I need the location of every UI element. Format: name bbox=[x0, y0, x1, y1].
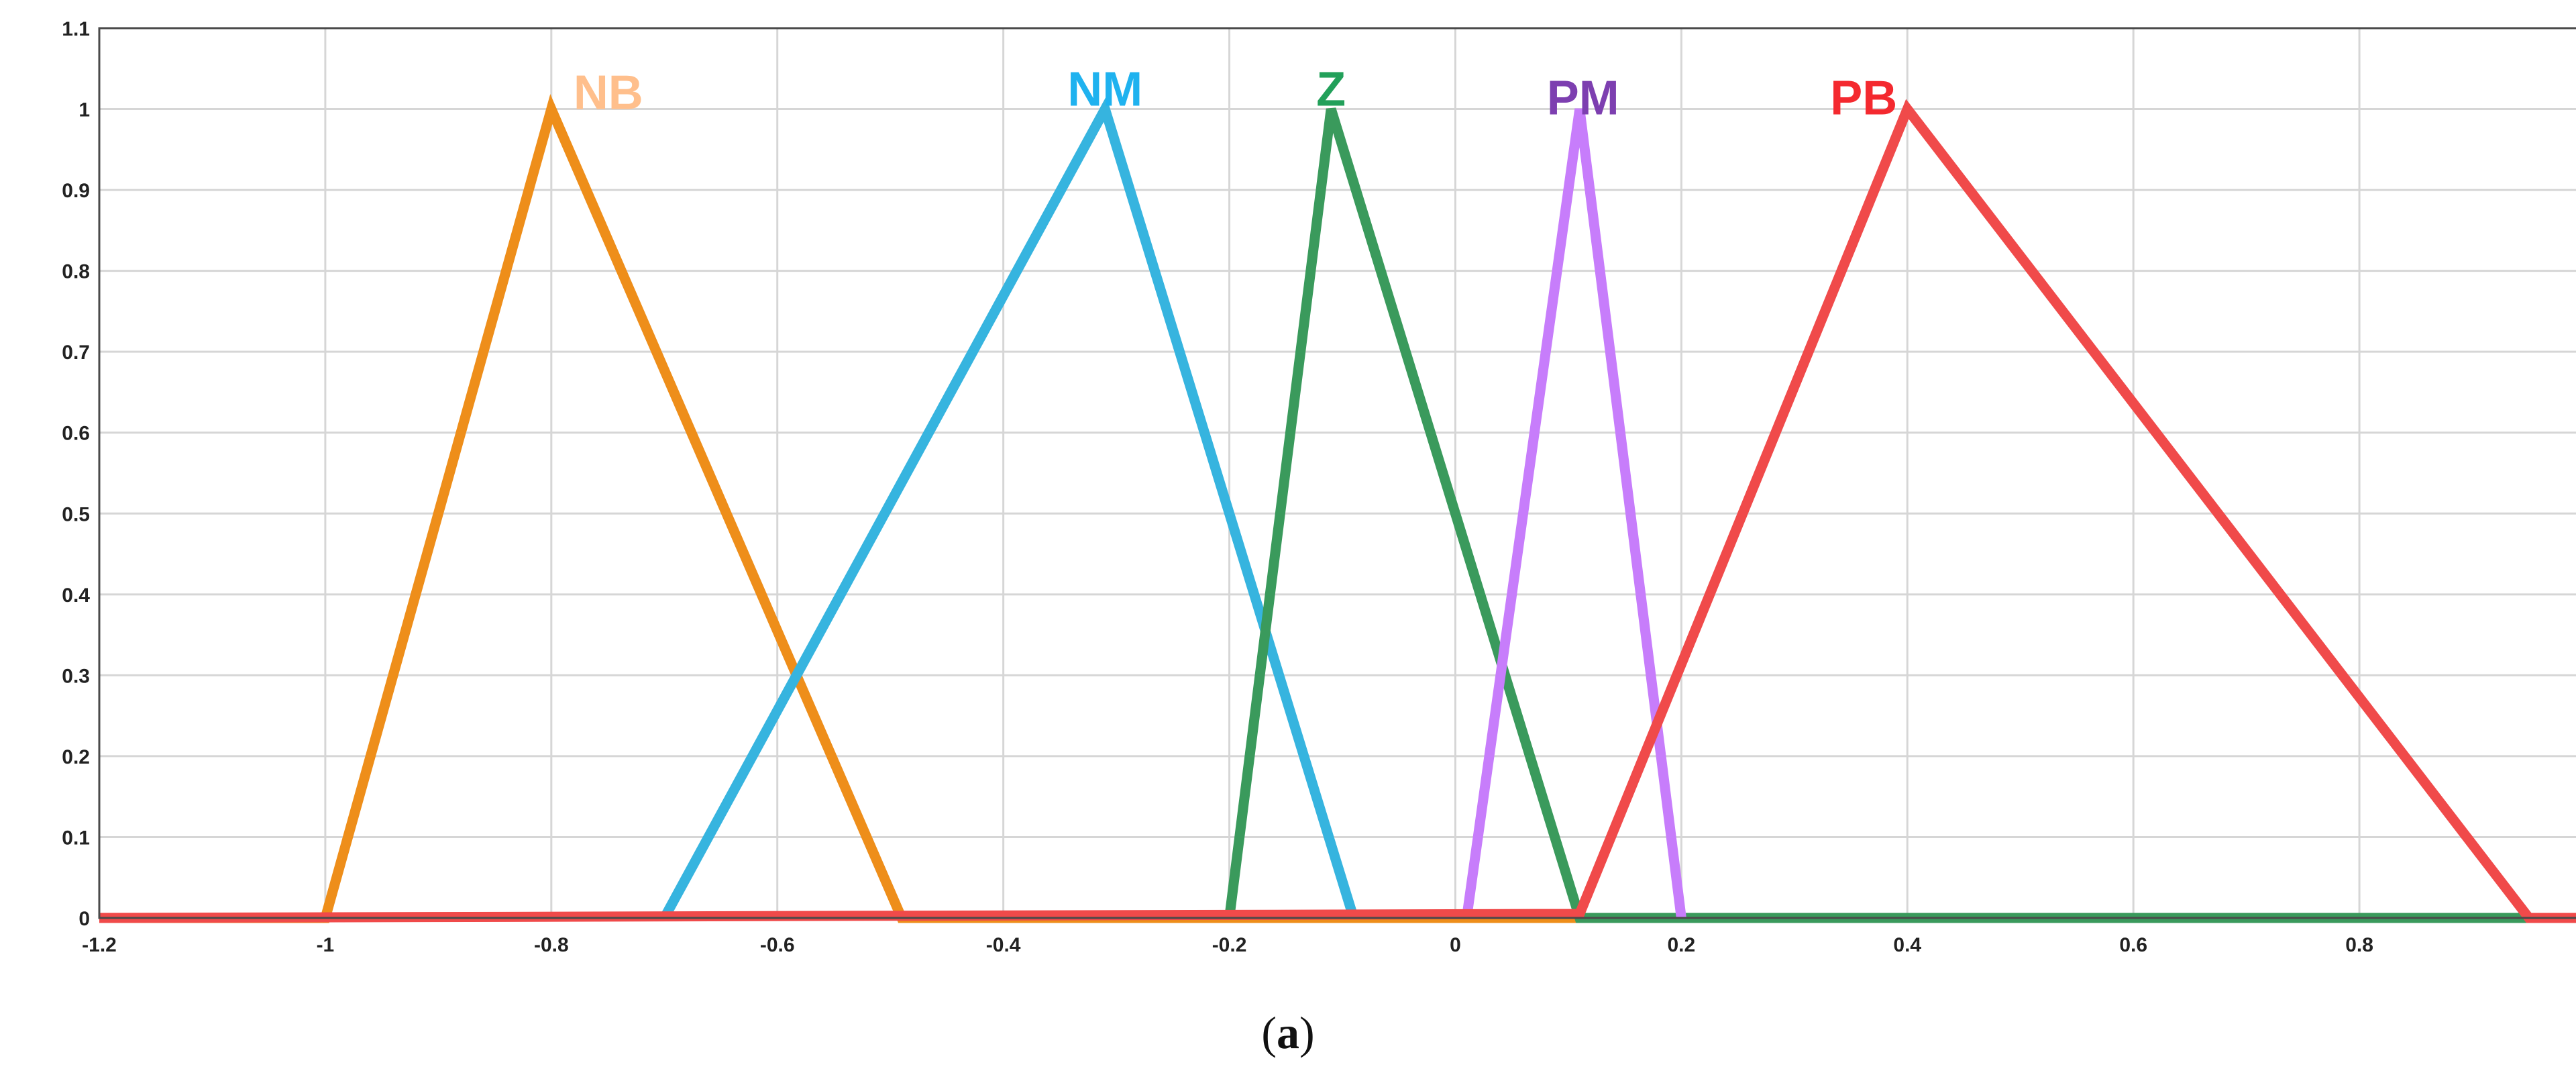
x-tick-label: 0.6 bbox=[2119, 934, 2147, 956]
x-tick-label: -1.2 bbox=[82, 934, 117, 956]
y-tick-label: 0.9 bbox=[62, 180, 90, 202]
x-tick-label: 0.4 bbox=[1893, 934, 1921, 956]
y-tick-label: 1 bbox=[78, 99, 90, 121]
series-labels: NB NM Z PM PB bbox=[574, 63, 1897, 125]
series-label-z: Z bbox=[1316, 63, 1346, 117]
x-tick-label: 0 bbox=[1450, 934, 1461, 956]
y-tick-label: 0.6 bbox=[62, 423, 90, 445]
y-tick-label: 0.3 bbox=[62, 665, 90, 687]
series-label-nb: NB bbox=[574, 66, 643, 120]
y-tick-label: 0.5 bbox=[62, 503, 90, 525]
grid-lines bbox=[98, 27, 2576, 919]
y-tick-label: 1.1 bbox=[62, 18, 90, 40]
series-label-pm: PM bbox=[1547, 72, 1619, 125]
x-tick-label: 0.2 bbox=[1668, 934, 1696, 956]
y-tick-labels: 0 0.1 0.2 0.3 0.4 0.5 0.6 0.7 0.8 0.9 1 1.1 bbox=[62, 18, 90, 930]
x-tick-label: -0.2 bbox=[1212, 934, 1247, 956]
x-tick-labels: -1.2-1-0.8-0.6-0.4-0.200.20.40.60.81 bbox=[82, 934, 2373, 956]
y-tick-label: 0 bbox=[78, 908, 90, 930]
y-tick-label: 0.7 bbox=[62, 342, 90, 364]
caption-open-paren: ( bbox=[1261, 1007, 1277, 1058]
x-tick-label: -0.8 bbox=[534, 934, 569, 956]
x-tick-label: -1 bbox=[317, 934, 335, 956]
series-label-pb: PB bbox=[1830, 72, 1897, 125]
caption-letter: a bbox=[1277, 1007, 1299, 1058]
series-label-nm: NM bbox=[1067, 63, 1142, 117]
axes-frame bbox=[98, 27, 2576, 919]
y-tick-label: 0.4 bbox=[62, 584, 90, 607]
y-tick-label: 0.8 bbox=[62, 261, 90, 283]
x-tick-label: -0.6 bbox=[760, 934, 795, 956]
y-tick-label: 0.2 bbox=[62, 746, 90, 768]
y-tick-label: 0.1 bbox=[62, 827, 90, 849]
series-line-nm bbox=[659, 96, 1359, 921]
x-tick-label: -0.4 bbox=[986, 934, 1021, 956]
series-line-pm bbox=[1461, 108, 1686, 919]
figure-caption: (a) bbox=[1261, 1007, 1314, 1058]
caption-close-paren: ) bbox=[1299, 1007, 1315, 1058]
x-tick-label: 0.8 bbox=[2345, 934, 2373, 956]
